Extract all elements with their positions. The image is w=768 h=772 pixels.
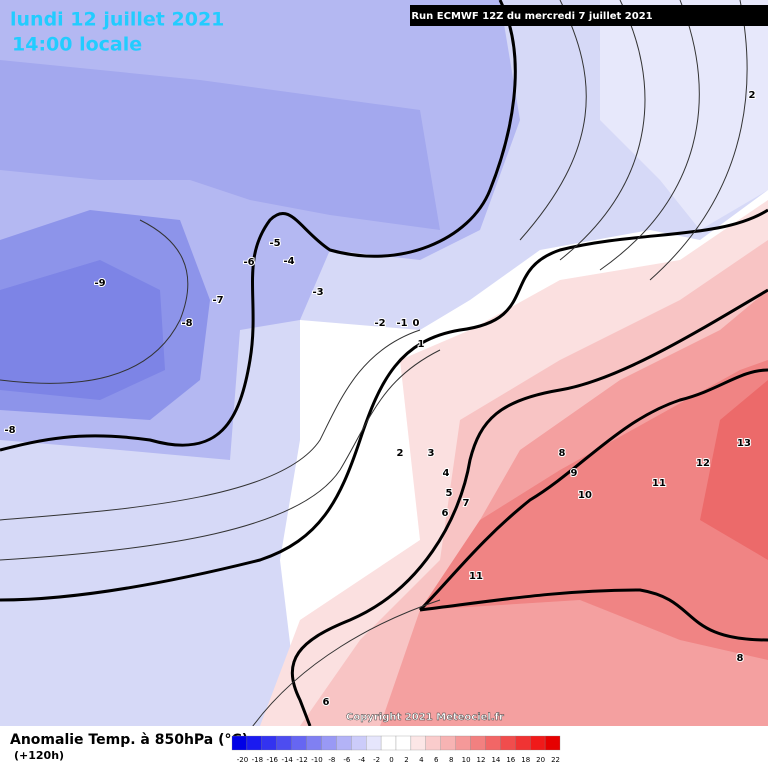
scale-label: 12: [477, 756, 486, 764]
scale-label: 16: [506, 756, 515, 764]
scale-label: -8: [328, 756, 335, 764]
major-contours: [0, 0, 768, 727]
contour-label: -2: [374, 318, 385, 329]
contour-label: 11: [652, 478, 666, 489]
scale-label: -16: [267, 756, 279, 764]
color-box: [470, 735, 486, 751]
scale-label: -18: [252, 756, 263, 764]
contour-labels: 2-9-8-7-6-5-4-3-2 -1 01-82 3456789101112131…: [3, 89, 756, 709]
color-box: [261, 735, 277, 751]
contour-label: -1: [396, 318, 407, 329]
color-box: [440, 735, 456, 751]
color-box: [276, 735, 292, 751]
contour-label: -5: [269, 238, 280, 249]
forecast-lead: (+120h): [14, 749, 64, 762]
scale-label: 22: [551, 756, 560, 764]
color-box: [410, 735, 426, 751]
scale-label: -20: [237, 756, 248, 764]
map-subtitle: 14:00 locale: [12, 34, 142, 56]
scale-label: 10: [462, 756, 471, 764]
scale-label: -6: [343, 756, 351, 764]
minor-contours: [0, 0, 748, 731]
map-background: [0, 0, 768, 726]
contour-label: 9: [571, 468, 578, 479]
legend-title: Anomalie Temp. à 850hPa (°C): [10, 732, 248, 748]
contour-label: 3: [428, 448, 435, 459]
contour-label: -7: [212, 295, 223, 306]
color-box: [395, 735, 412, 751]
color-box: [231, 735, 248, 751]
contour-label: -8: [4, 425, 15, 436]
copyright: Copyright 2021 Meteociel.fr: [346, 712, 504, 723]
scale-label: -2: [373, 756, 380, 764]
contour-label: 5: [446, 488, 453, 499]
run-info: Run ECMWF 12Z du mercredi 7 juillet 2021: [411, 11, 652, 22]
scale-label: 0: [389, 756, 393, 764]
color-box: [246, 735, 262, 751]
contour-label: 12: [696, 458, 710, 469]
contour-label: 6: [323, 697, 330, 708]
contour-label: -6: [243, 257, 254, 268]
scale-label: 14: [491, 756, 500, 764]
map-title: lundi 12 juillet 2021: [10, 9, 224, 31]
contour-label: -8: [181, 318, 192, 329]
color-box: [544, 735, 561, 751]
scale-label: -12: [296, 756, 307, 764]
scale-label: -10: [311, 756, 322, 764]
scale-label: 18: [521, 756, 530, 764]
contour-label: 6: [442, 508, 449, 519]
scale-label: 6: [434, 756, 439, 764]
color-box: [306, 735, 322, 751]
color-box: [321, 735, 337, 751]
color-box: [425, 735, 441, 751]
scale-label: 8: [449, 756, 453, 764]
contour-label: 8: [559, 448, 566, 459]
contour-label: 13: [737, 438, 751, 449]
contour-label: 0: [413, 318, 420, 329]
contour-label: 2: [397, 448, 404, 459]
color-box: [485, 735, 501, 751]
scale-label: -14: [281, 756, 293, 764]
color-box: [380, 735, 397, 751]
contour-label: 4: [443, 468, 450, 479]
color-box: [515, 735, 531, 751]
contour-label: 1: [418, 339, 425, 350]
contour-label: -3: [312, 287, 323, 298]
contour-label: -4: [283, 256, 294, 267]
color-box: [336, 735, 352, 751]
color-box: [455, 735, 471, 751]
color-scale: -20 -18 -16 -14 -12 -10 -8 -6 -4 -2 0 2 4 6 8 10 12 14 16 1…: [231, 735, 561, 764]
color-box: [351, 735, 367, 751]
color-box: [291, 735, 307, 751]
color-box: [530, 735, 546, 751]
contour-label: 8: [737, 653, 744, 664]
color-box: [366, 735, 382, 751]
contour-label: -9: [94, 278, 105, 289]
scale-label: 20: [536, 756, 545, 764]
run-banner: [410, 5, 768, 26]
contour-label: 10: [578, 490, 592, 501]
color-box: [500, 735, 516, 751]
contour-label: 7: [463, 498, 470, 509]
contour-label: 2: [749, 90, 756, 101]
scale-label: -4: [358, 756, 366, 764]
contour-label: 11: [469, 571, 483, 582]
scale-label: 2: [404, 756, 408, 764]
scale-label: 4: [419, 756, 424, 764]
